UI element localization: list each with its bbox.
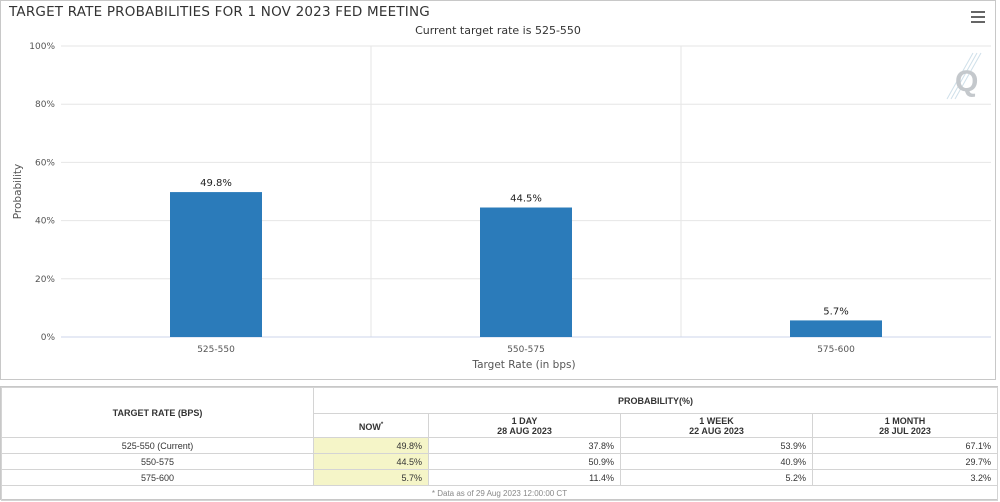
hamburger-menu-icon[interactable]	[971, 11, 985, 23]
y-tick-label: 80%	[35, 100, 55, 110]
one-day-value-cell: 11.4%	[428, 469, 621, 486]
bar	[480, 207, 572, 337]
now-value-cell: 44.5%	[313, 453, 429, 470]
one-week-value-cell: 40.9%	[620, 453, 813, 470]
data-footnote: * Data as of 29 Aug 2023 12:00:00 CT	[1, 485, 998, 501]
svg-text:Q: Q	[955, 65, 978, 98]
x-tick-label: 525-550	[197, 345, 235, 355]
now-value-cell: 49.8%	[313, 437, 429, 454]
bar-chart: 0% 20% 40% 60% 80% 100% 49.8% 525-550 44.5% 550-5…	[12, 42, 991, 371]
one-day-column-header: 1 DAY 28 AUG 2023	[428, 413, 621, 438]
rate-cell: 525-550 (Current)	[1, 437, 314, 454]
y-axis-title: Probability	[12, 164, 24, 220]
chart-title: TARGET RATE PROBABILITIES FOR 1 NOV 2023…	[9, 4, 430, 20]
y-tick-label: 40%	[35, 217, 55, 227]
rate-cell: 550-575	[1, 453, 314, 470]
x-axis-title: Target Rate (in bps)	[471, 359, 575, 371]
now-column-header: NOW*	[313, 413, 429, 438]
one-month-value-cell: 29.7%	[812, 453, 998, 470]
target-rate-header: TARGET RATE (BPS)	[1, 387, 314, 438]
table-row: 575-600 5.7% 11.4% 5.2% 3.2%	[1, 469, 998, 486]
one-month-value-cell: 3.2%	[812, 469, 998, 486]
table-row: 550-575 44.5% 50.9% 40.9% 29.7%	[1, 453, 998, 470]
now-value-cell: 5.7%	[313, 469, 429, 486]
q-logo-icon: Q	[946, 52, 982, 100]
one-day-value-cell: 37.8%	[428, 437, 621, 454]
bar	[170, 192, 262, 337]
data-label: 49.8%	[200, 178, 232, 189]
one-month-column-header: 1 MONTH 28 JUL 2023	[812, 413, 998, 438]
data-label: 5.7%	[823, 306, 848, 317]
y-tick-label: 100%	[29, 42, 55, 52]
one-month-value-cell: 67.1%	[812, 437, 998, 454]
probability-table: TARGET RATE (BPS) PROBABILITY(%) NOW* 1 …	[1, 387, 998, 501]
probability-table-panel: TARGET RATE (BPS) PROBABILITY(%) NOW* 1 …	[0, 386, 998, 501]
table-row: 525-550 (Current) 49.8% 37.8% 53.9% 67.1…	[1, 437, 998, 454]
chart-panel: 0% 20% 40% 60% 80% 100% 49.8% 525-550 44.5% 550-5…	[0, 0, 996, 380]
y-tick-label: 60%	[35, 158, 55, 168]
data-label: 44.5%	[510, 194, 542, 205]
one-week-value-cell: 5.2%	[620, 469, 813, 486]
one-week-column-header: 1 WEEK 22 AUG 2023	[620, 413, 813, 438]
one-day-value-cell: 50.9%	[428, 453, 621, 470]
y-tick-label: 0%	[41, 333, 56, 343]
probability-group-header: PROBABILITY(%)	[313, 387, 998, 414]
x-tick-label: 550-575	[507, 345, 545, 355]
y-tick-label: 20%	[35, 275, 55, 285]
x-tick-label: 575-600	[817, 345, 855, 355]
rate-cell: 575-600	[1, 469, 314, 486]
chart-subtitle: Current target rate is 525-550	[415, 24, 581, 37]
bar	[790, 320, 882, 337]
one-week-value-cell: 53.9%	[620, 437, 813, 454]
